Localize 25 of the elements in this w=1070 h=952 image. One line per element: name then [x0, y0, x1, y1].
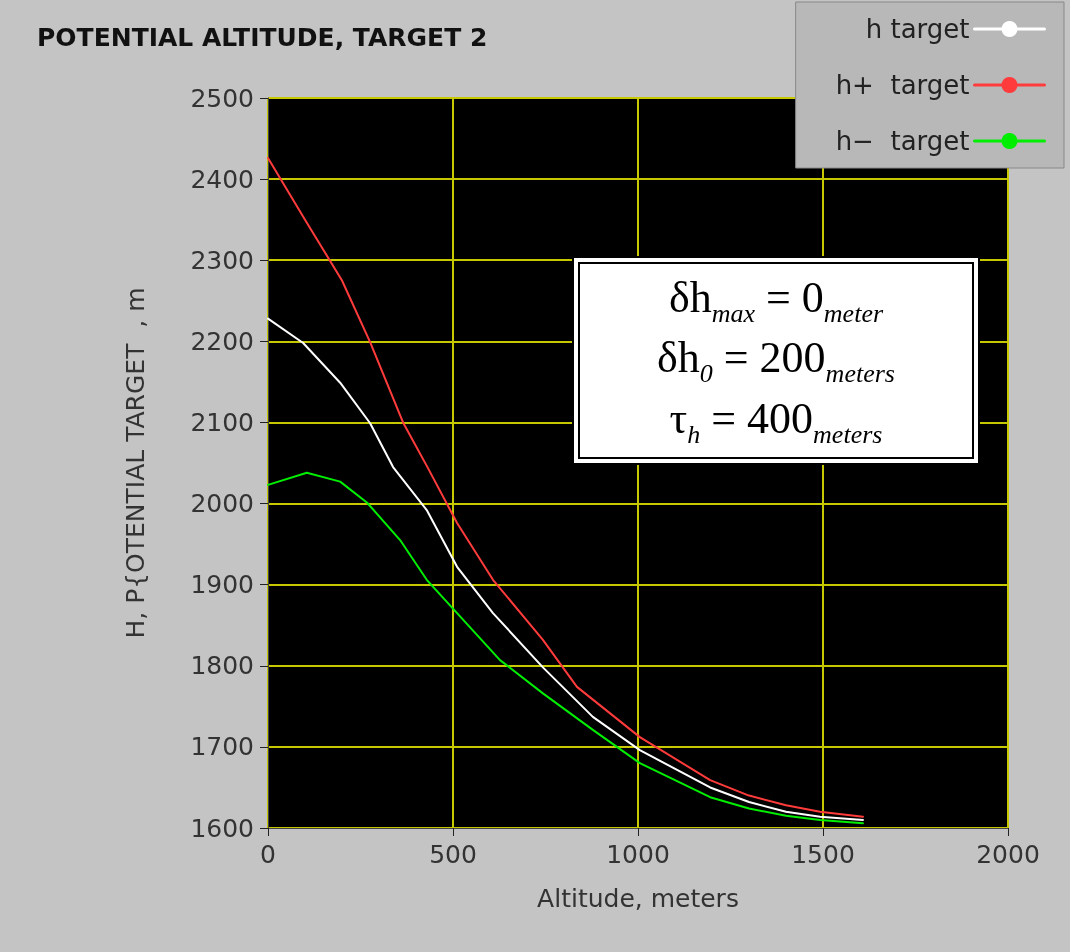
chart-title: POTENTIAL ALTITUDE, TARGET 2: [37, 23, 488, 52]
x-tick-label: 2000: [976, 840, 1040, 869]
annotation: δh$_{0}$ = 200$_{meters}$: [656, 332, 896, 391]
y-tick-label: 2400: [190, 164, 254, 194]
y-tick-label: 1700: [190, 732, 254, 762]
legend-label: h target: [865, 14, 970, 44]
y-tick-label: 2500: [190, 83, 254, 113]
x-tick-label: 0: [260, 840, 276, 869]
legend-label: h+ target: [835, 70, 970, 100]
y-tick-label: 2100: [190, 407, 254, 437]
y-axis-title: H, P{OTENTIAL TARGET , m: [121, 287, 150, 639]
y-tick-label: 2300: [190, 245, 254, 275]
y-tick-label: 1900: [190, 570, 254, 600]
x-tick-label: 1000: [606, 840, 670, 869]
y-tick-label: 2000: [190, 489, 254, 519]
line-series: [267, 471, 864, 825]
annotation: τ$_{h}$ = 400$_{meters}$: [668, 392, 884, 451]
y-tick-label: 1600: [190, 813, 254, 843]
y-tick-label: 2200: [190, 326, 254, 356]
x-axis-title: Altitude, meters: [537, 884, 739, 913]
x-tick-label: 500: [429, 840, 477, 869]
annotation: δh$_{max}$ = 0$_{meter}$: [667, 272, 885, 330]
legend-label: h− target: [835, 126, 970, 156]
x-tick-label: 1500: [791, 840, 855, 869]
y-tick-label: 1800: [190, 651, 254, 681]
